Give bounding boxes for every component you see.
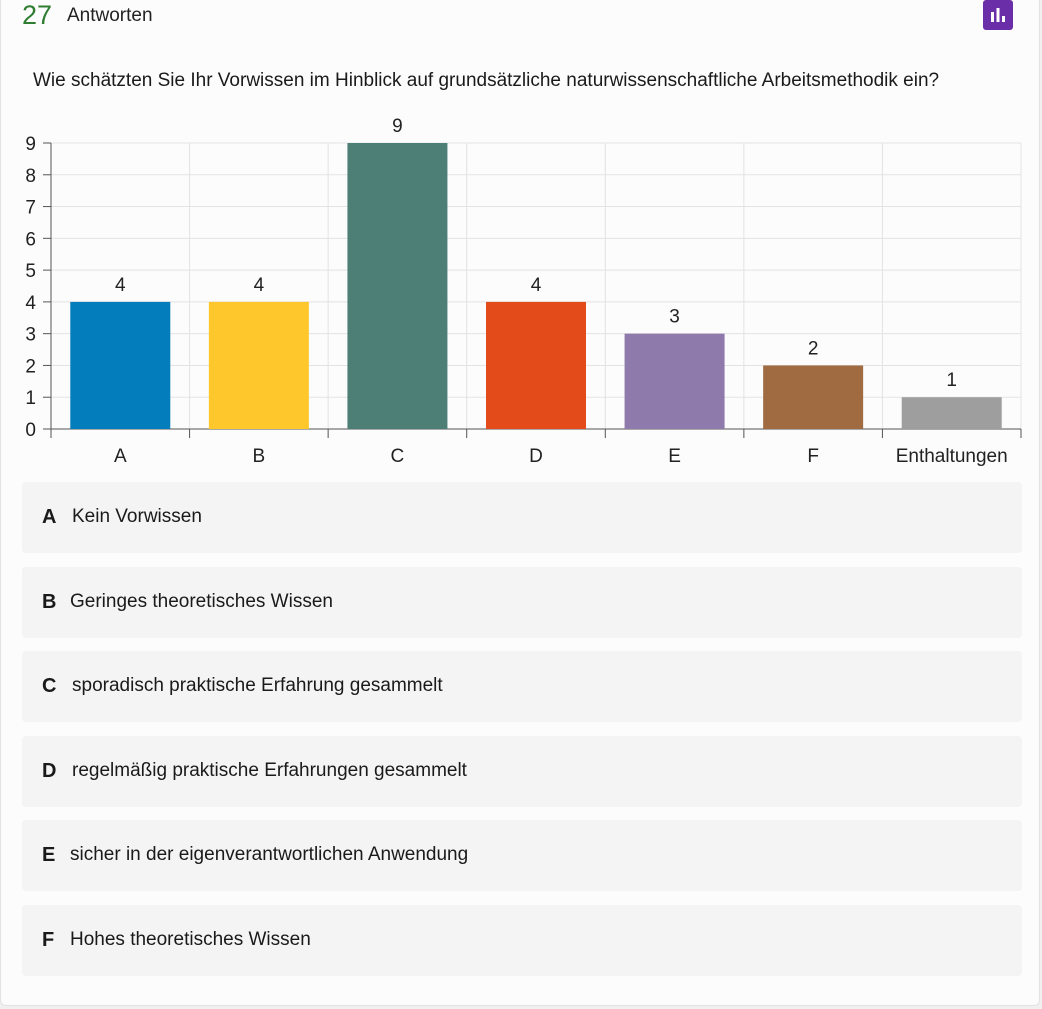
y-tick-label: 3 — [25, 325, 36, 346]
chart-view-button[interactable] — [983, 0, 1013, 30]
bar-chart-icon — [991, 8, 1005, 22]
x-tick-label: B — [253, 446, 266, 467]
response-count: 27 — [22, 0, 53, 30]
x-tick-label: F — [807, 446, 819, 467]
y-tick-label: 2 — [25, 356, 36, 377]
legend-key: E — [42, 844, 56, 866]
bar-a — [70, 301, 171, 429]
bar-chart: 0 1 2 3 4 5 6 7 8 9 4 A 4 B 9 C 4 D 3 E 2 F 1 Enthaltungen — [25, 116, 1022, 467]
x-tick-label: E — [668, 446, 681, 467]
response-count-label: Antworten — [67, 5, 153, 26]
y-tick-label: 0 — [25, 420, 36, 441]
x-tick-label: C — [391, 446, 405, 467]
bar-value-label: 4 — [254, 275, 265, 296]
y-tick-label: 4 — [25, 293, 36, 314]
legend-description: Kein Vorwissen — [72, 506, 202, 527]
bar-value-label: 1 — [946, 370, 957, 391]
x-tick-label: A — [114, 446, 127, 467]
legend-item-a: A Kein Vorwissen — [22, 482, 1022, 553]
legend-key: D — [42, 759, 57, 782]
legend-item-b: B Geringes theoretisches Wissen — [22, 566, 1022, 638]
bar-value-label: 9 — [392, 116, 403, 137]
bar-enthaltungen — [901, 397, 1002, 429]
question-text: Wie schätzten Sie Ihr Vorwissen im Hinbl… — [33, 70, 940, 91]
bar-b — [208, 301, 309, 429]
legend-description: Hohes theoretisches Wissen — [70, 928, 311, 950]
legend-description: regelmäßig praktische Erfahrungen gesamm… — [72, 759, 467, 781]
legend-key: A — [42, 506, 57, 528]
bar-value-label: 3 — [669, 307, 680, 328]
bar-value-label: 4 — [115, 275, 126, 296]
x-tick-label: D — [529, 446, 543, 467]
bar-c — [347, 143, 448, 429]
legend-key: C — [42, 675, 57, 697]
legend-key: B — [42, 590, 57, 613]
legend-item-f: F Hohes theoretisches Wissen — [22, 904, 1022, 976]
y-tick-label: 6 — [25, 229, 36, 250]
y-tick-label: 5 — [25, 261, 36, 282]
legend-description: sicher in der eigenverantwortlichen Anwe… — [70, 844, 469, 865]
y-tick-label: 7 — [25, 198, 36, 219]
legend-key: F — [42, 928, 55, 951]
y-tick-label: 9 — [25, 134, 36, 155]
y-tick-label: 8 — [25, 166, 36, 187]
legend-description: Geringes theoretisches Wissen — [70, 590, 333, 612]
bar-d — [486, 301, 586, 429]
legend-description: sporadisch praktische Erfahrung gesammel… — [72, 675, 443, 696]
bar-f — [763, 365, 864, 429]
bar-value-label: 2 — [808, 338, 819, 359]
x-tick-label: Enthaltungen — [896, 446, 1008, 467]
bar-value-label: 4 — [531, 275, 542, 296]
y-tick-label: 1 — [25, 388, 36, 409]
bar-e — [624, 333, 725, 429]
